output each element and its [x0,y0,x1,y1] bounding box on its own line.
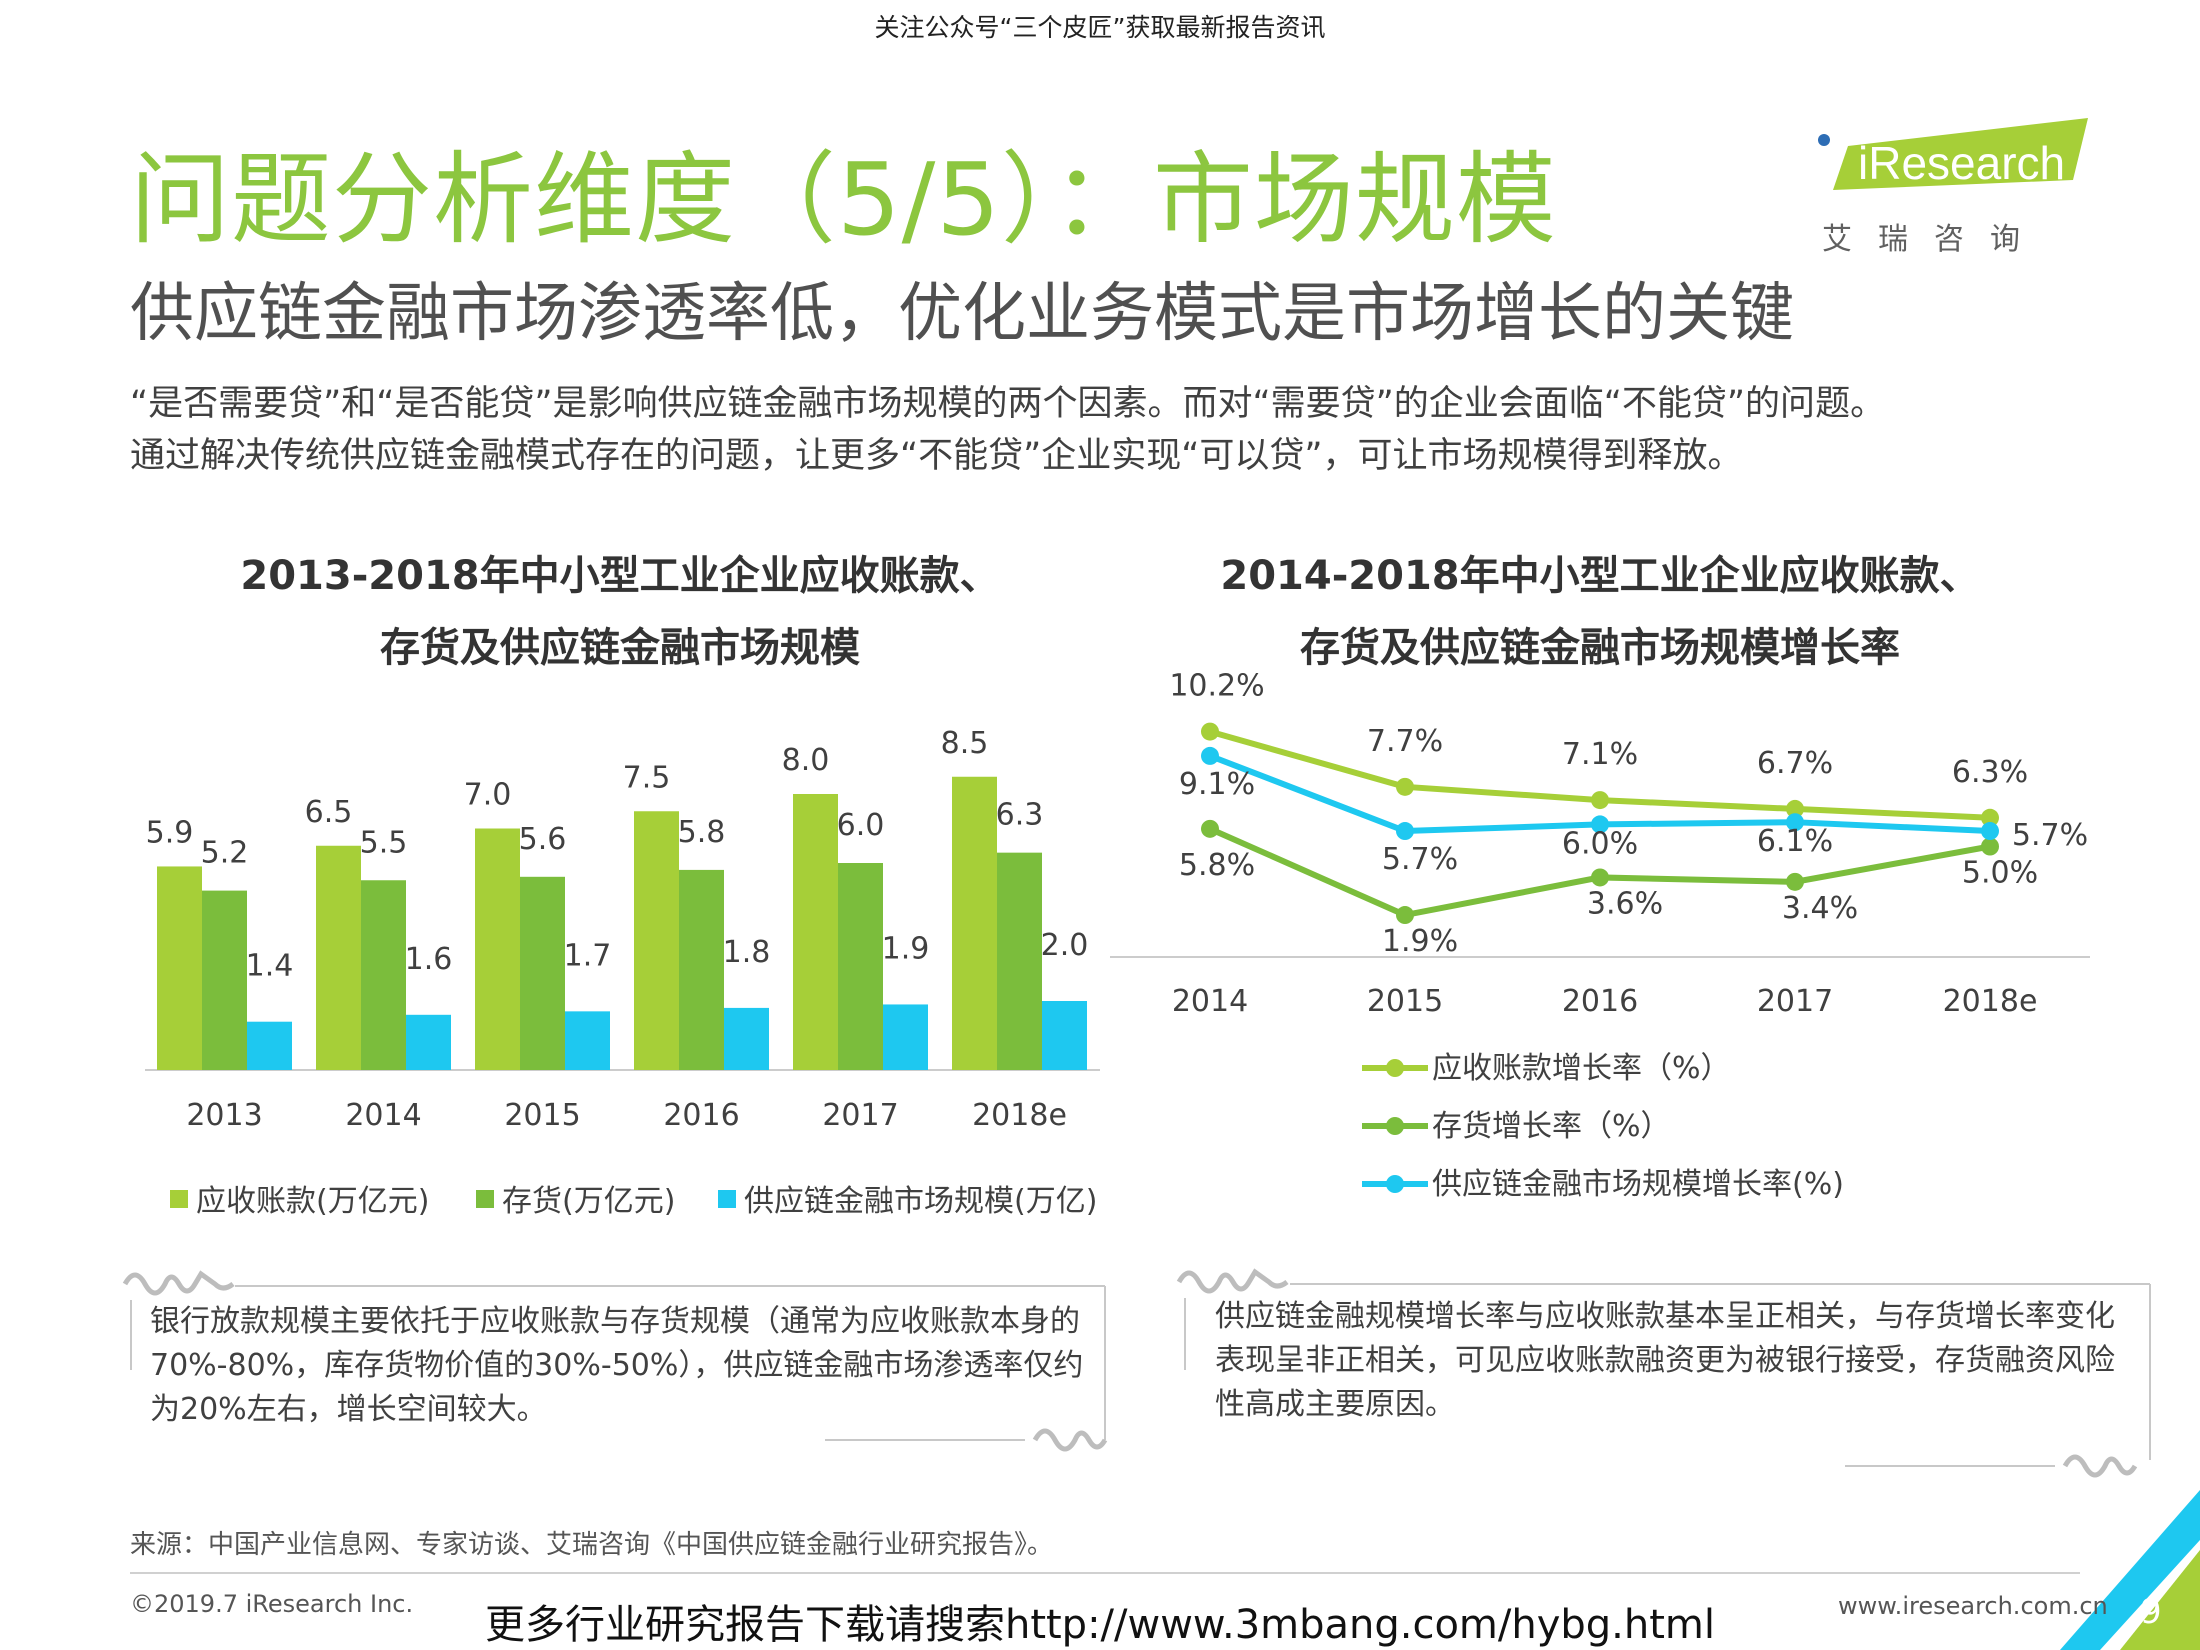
bar-value-label: 6.3 [996,798,1044,833]
bar-2-2018e [997,852,1042,1070]
note-right-frame [1176,1268,2151,1478]
bar-value-label: 5.8 [678,815,726,850]
x-tick-label: 2014 [345,1098,421,1133]
bar-3-2014 [406,1014,451,1070]
bar-2-2014 [361,880,406,1070]
bar-1-2018e [952,776,997,1070]
legend-swatch [718,1190,736,1208]
bar-value-label: 5.6 [519,822,567,857]
corner-decoration [2060,1490,2200,1650]
bar-chart-title-line-1: 2013-2018年中小型工业企业应收账款、 [240,553,1000,599]
intro-line-1: “是否需要贷”和“是否能贷”是影响供应链金融市场规模的两个因素。而对“需要贷”的… [130,384,1886,424]
x-tick-label: 2017 [822,1098,898,1133]
bar-1-2017 [793,794,838,1070]
bar-value-label: 1.4 [246,949,294,984]
bar-1-2016 [634,811,679,1070]
bar-value-label: 6.5 [305,795,353,830]
note-left-frame [122,1270,1108,1452]
bar-chart-title-line-2: 存货及供应链金融市场规模 [380,625,860,671]
footer-divider [130,1572,2080,1574]
bar-value-label: 7.0 [464,778,512,813]
logo-text: iResearch [1858,137,2066,189]
legend-label: 应收账款(万亿元) [196,1184,429,1219]
bar-2-2016 [679,869,724,1070]
bar-value-label: 6.0 [837,808,885,843]
bar-value-label: 2.0 [1041,928,1089,963]
legend-label: 存货(万亿元) [502,1184,675,1219]
bar-2-2015 [520,876,565,1070]
intro-text: “是否需要贷”和“是否能贷”是影响供应链金融市场规模的两个因素。而对“需要贷”的… [130,378,2120,482]
note-right: 供应链金融规模增长率与应收账款基本呈正相关，与存货增长率变化表现呈非正相关，可见… [1215,1299,2115,1422]
legend-swatch [476,1190,494,1208]
bar-value-label: 1.6 [405,942,453,977]
bar-value-label: 1.9 [882,931,930,966]
line-chart-title-line-1: 2014-2018年中小型工业企业应收账款、 [1220,553,1980,599]
bar-value-label: 7.5 [623,760,671,795]
line-chart-title: 2014-2018年中小型工业企业应收账款、 存货及供应链金融市场规模增长率 [1160,540,2040,684]
bar-value-label: 1.8 [723,935,771,970]
legend-swatch [170,1190,188,1208]
bar-2-2017 [838,863,883,1070]
page-number: 9 [2140,1592,2162,1632]
page-title: 问题分析维度（5/5）：市场规模 [130,141,1557,258]
note-left: 银行放款规模主要依托于应收账款与存货规模（通常为应收账款本身的70%-80%，库… [150,1304,1084,1427]
bar-3-2016 [724,1007,769,1070]
bar-1-2015 [475,828,520,1070]
intro-line-2: 通过解决传统供应链金融模式存在的问题，让更多“不能贷”企业实现“可以贷”，可让市… [130,436,1743,476]
bar-2-2013 [202,890,247,1070]
bar-3-2017 [883,1004,928,1070]
site-url[interactable]: www.iresearch.com.cn [1838,1592,2108,1620]
source-text: 来源：中国产业信息网、专家访谈、艾瑞咨询《中国供应链金融行业研究报告》。 [130,1530,1054,1560]
logo-cn: 艾瑞咨询 [1822,222,2046,257]
bar-3-2013 [247,1021,292,1070]
bar-value-label: 5.9 [146,815,194,850]
page-subtitle: 供应链金融市场渗透率低，优化业务模式是市场增长的关键 [130,277,1794,351]
line-chart-title-line-2: 存货及供应链金融市场规模增长率 [1300,625,1900,671]
legend-label: 供应链金融市场规模(万亿) [744,1184,1097,1219]
bar-value-label: 1.7 [564,938,612,973]
x-tick-label: 2015 [504,1098,580,1133]
bar-1-2013 [157,866,202,1070]
bar-3-2015 [565,1011,610,1070]
bar-3-2018e [1042,1001,1087,1070]
x-tick-label: 2013 [186,1098,262,1133]
iresearch-logo [1818,118,2088,190]
bar-value-label: 5.2 [201,836,249,871]
bar-value-label: 8.0 [782,743,830,778]
promo-text[interactable]: 更多行业研究报告下载请搜索http://www.3mbang.com/hybg.… [484,1602,1716,1648]
copyright: ©2019.7 iResearch Inc. [130,1590,414,1618]
top-notice: 关注公众号“三个皮匠”获取最新报告资讯 [874,13,1326,42]
bar-1-2014 [316,845,361,1070]
x-tick-label: 2016 [663,1098,739,1133]
x-tick-label: 2018e [972,1098,1067,1133]
bar-chart-title: 2013-2018年中小型工业企业应收账款、 存货及供应链金融市场规模 [180,540,1060,684]
bar-value-label: 8.5 [941,726,989,761]
bar-value-label: 5.5 [360,825,408,860]
